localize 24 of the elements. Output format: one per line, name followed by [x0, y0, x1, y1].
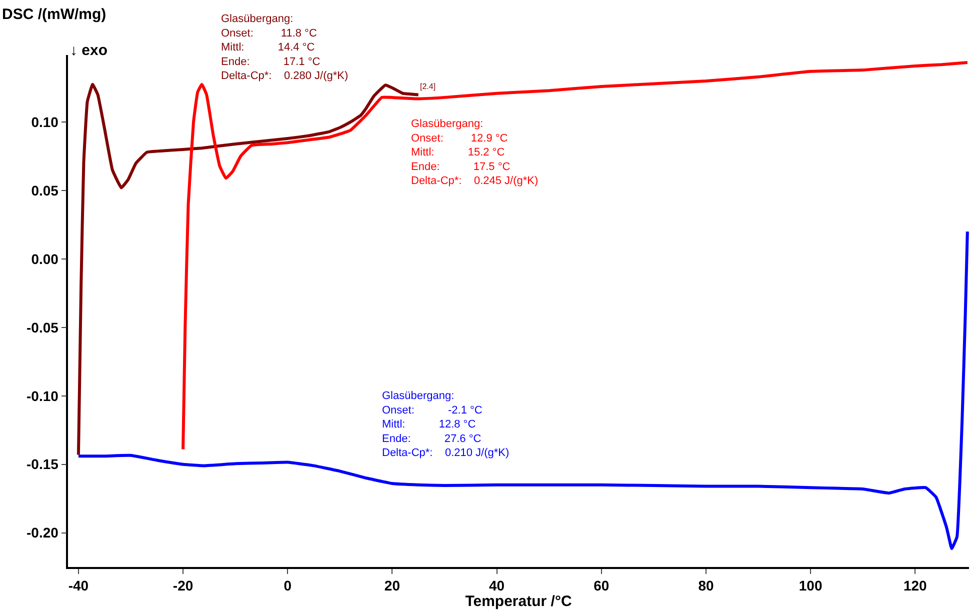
y-axis-title: DSC /(mW/mg) — [2, 6, 106, 23]
x-tick-label: 60 — [594, 578, 610, 594]
line-series — [76, 230, 969, 550]
annotation: Glasübergang: Onset: 12.9 °C Mittl: 15.2 °C Ende: 17.5 °C Delta-Cp*: 0.245 J/(g*K) — [411, 118, 538, 188]
annotation: Glasübergang: Onset: 11.8 °C Mittl: 14.4 °C Ende: 17.1 °C Delta-Cp*: 0.280 J/(g*K) — [221, 13, 348, 82]
annotation: [2.4] — [420, 82, 436, 91]
x-tick-label: 80 — [698, 578, 714, 594]
x-tick-label: 100 — [798, 578, 822, 594]
x-tick-label: 40 — [489, 578, 505, 594]
annotation: Glasübergang: Onset: -2.1 °C Mittl: 12.8 °C Ende: 27.6 °C Delta-Cp*: 0.210 J/(g*K) — [382, 390, 510, 460]
x-tick-label: 120 — [903, 578, 928, 594]
y-tick-label: 0.05 — [31, 182, 59, 198]
x-tick-label: 0 — [284, 578, 292, 594]
y-tick-label: -0.15 — [26, 456, 59, 472]
x-tick-label: 20 — [384, 578, 400, 594]
x-tick-label: -40 — [68, 578, 89, 594]
y-tick-label: 0.10 — [31, 114, 59, 130]
y-tick-label: -0.05 — [26, 319, 59, 336]
x-axis-title: Temperatur /°C — [465, 593, 572, 610]
y-tick-label: -0.20 — [26, 524, 59, 541]
annotation: ↓ exo — [70, 42, 108, 59]
y-tick-label: 0.00 — [31, 250, 59, 267]
y-tick-label: -0.10 — [26, 388, 59, 404]
x-tick-label: -20 — [172, 578, 194, 594]
